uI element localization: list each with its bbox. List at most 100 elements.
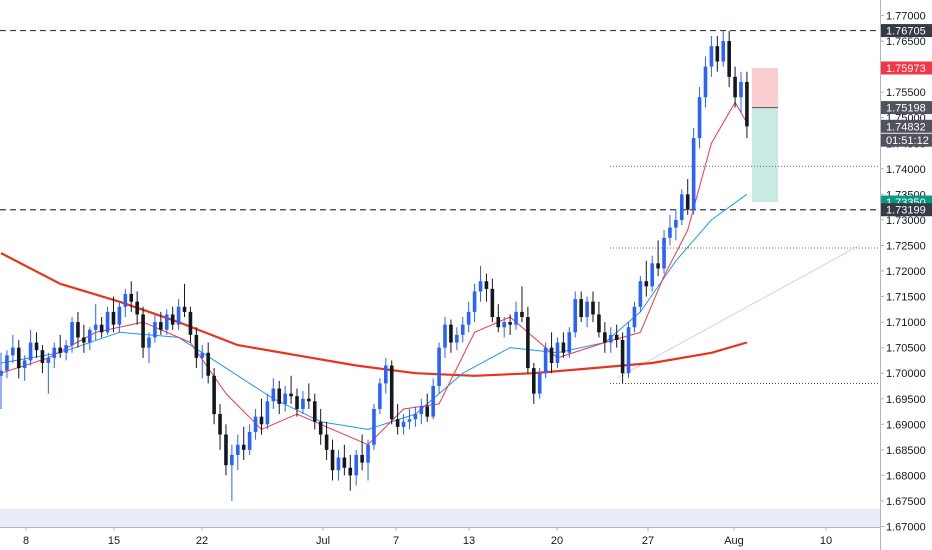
price-axis-background[interactable] xyxy=(881,0,932,550)
candle-body-65 xyxy=(384,365,388,384)
candle-body-26 xyxy=(153,322,157,338)
candle-body-90 xyxy=(532,368,536,394)
candle-body-11 xyxy=(64,345,68,353)
candle-body-60 xyxy=(354,454,358,476)
candle-body-98 xyxy=(579,299,583,317)
date-label-8: Aug xyxy=(724,535,744,547)
date-label-2: 22 xyxy=(196,535,208,547)
candle-body-87 xyxy=(514,311,518,325)
candle-body-120 xyxy=(709,46,714,67)
candle-body-122 xyxy=(721,41,726,62)
price-tag-label-last-price: 1.74832 xyxy=(886,121,926,133)
candle-body-125 xyxy=(739,81,743,98)
candle-body-94 xyxy=(555,342,560,363)
price-tick-label-3: 1.75500 xyxy=(886,87,926,99)
candle-body-31 xyxy=(182,306,187,312)
candle-body-72 xyxy=(425,406,430,417)
candle-body-124 xyxy=(733,76,737,98)
candle-body-33 xyxy=(194,334,199,358)
candle-body-44 xyxy=(259,416,264,425)
candle-body-32 xyxy=(188,311,193,335)
candle-body-62 xyxy=(366,444,370,463)
candle-body-2 xyxy=(11,347,15,356)
candle-body-35 xyxy=(206,352,210,376)
candle-body-55 xyxy=(324,434,329,450)
trendline xyxy=(616,245,860,379)
price-tag-label-countdown: 01:51:12 xyxy=(886,135,929,147)
candle-body-117 xyxy=(691,138,696,210)
candle-body-14 xyxy=(82,337,86,343)
candle-body-27 xyxy=(159,322,163,330)
candle-body-47 xyxy=(277,388,282,404)
candle-body-19 xyxy=(111,311,116,325)
candle-body-18 xyxy=(105,311,110,333)
candle-body-99 xyxy=(585,301,589,317)
date-label-1: 15 xyxy=(108,535,120,547)
short-position-tool[interactable] xyxy=(752,67,778,203)
price-tick-label-12: 1.71000 xyxy=(886,317,926,329)
price-axis: 1.770001.765001.760001.755001.750001.745… xyxy=(881,11,926,534)
price-tick-label-14: 1.70000 xyxy=(886,368,926,380)
candle-body-73 xyxy=(431,385,435,417)
risk-zone xyxy=(752,67,778,108)
candle-body-59 xyxy=(348,467,353,476)
candle-body-109 xyxy=(644,281,649,287)
reward-zone xyxy=(752,107,778,203)
candle-body-16 xyxy=(93,324,98,330)
candle-body-43 xyxy=(253,416,258,432)
candle-body-23 xyxy=(135,301,139,315)
candle-body-66 xyxy=(389,365,394,420)
candle-body-6 xyxy=(34,342,39,351)
candle-body-58 xyxy=(342,457,347,468)
price-tick-label-11: 1.71500 xyxy=(886,292,926,304)
candle-body-76 xyxy=(449,324,453,343)
candle-body-104 xyxy=(614,334,619,340)
price-tag-dashed-support xyxy=(881,203,932,217)
candle-body-50 xyxy=(295,396,299,409)
candle-body-51 xyxy=(301,398,305,409)
candle-body-74 xyxy=(437,347,441,386)
candle-body-42 xyxy=(247,431,252,450)
date-label-4: 7 xyxy=(393,535,399,547)
price-tick-label-8: 1.73000 xyxy=(886,215,926,227)
price-tick-label-1: 1.76500 xyxy=(886,36,926,48)
price-tag-label-entry: 1.75198 xyxy=(886,103,926,115)
candle-body-7 xyxy=(40,350,45,363)
candle-body-101 xyxy=(597,314,601,333)
candle-body-88 xyxy=(520,311,524,317)
candle-body-3 xyxy=(16,347,21,369)
candle-body-95 xyxy=(561,342,566,353)
candle-body-69 xyxy=(407,419,412,422)
candle-body-1 xyxy=(5,355,9,371)
date-label-6: 20 xyxy=(551,535,563,547)
candle-body-24 xyxy=(141,314,145,348)
candle-body-68 xyxy=(401,421,406,427)
candle-body-78 xyxy=(460,324,465,335)
candle-body-13 xyxy=(76,322,80,338)
candle-body-10 xyxy=(58,347,62,353)
price-tag-stop-loss xyxy=(881,61,932,75)
price-tag-label-stop-loss: 1.75973 xyxy=(886,63,926,75)
candle-body-100 xyxy=(591,301,595,315)
date-label-0: 8 xyxy=(23,535,29,547)
candle-body-111 xyxy=(656,263,660,269)
price-tag-countdown xyxy=(881,133,932,147)
candle-body-41 xyxy=(241,444,246,450)
candle-body-4 xyxy=(22,360,27,369)
price-tick-label-13: 1.70500 xyxy=(886,343,926,355)
candle-body-84 xyxy=(496,316,501,328)
trendline-layer xyxy=(616,245,860,379)
candle-body-45 xyxy=(265,401,270,425)
candle-body-70 xyxy=(413,414,418,420)
candle-body-75 xyxy=(443,324,447,348)
price-tag-last-price xyxy=(881,119,932,133)
price-tick-label-16: 1.69000 xyxy=(886,419,926,431)
price-tick-label-0: 1.77000 xyxy=(886,11,926,23)
candles xyxy=(0,30,749,501)
candle-body-102 xyxy=(603,332,607,343)
time-axis-highlight xyxy=(0,509,880,527)
date-axis: 8 15 22 Jul 7 13 20 27 Aug 10 xyxy=(0,527,880,547)
price-tag-entry xyxy=(881,101,932,115)
candle-body-118 xyxy=(697,97,702,139)
